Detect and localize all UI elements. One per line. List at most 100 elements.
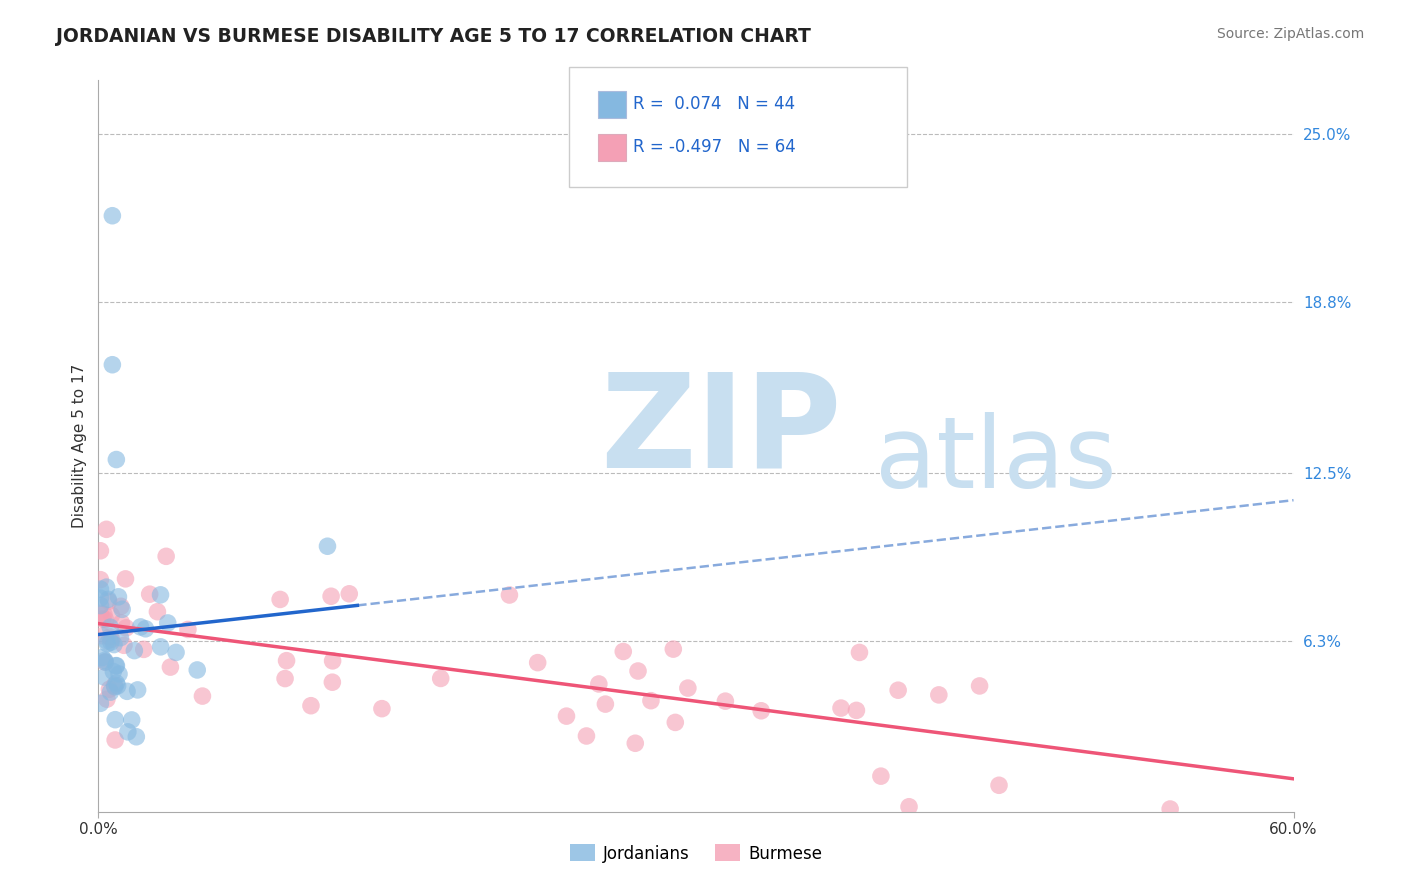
- Point: [125, 730, 148, 744]
- Point: [100, 635, 122, 649]
- Point: [117, 725, 139, 739]
- Point: [676, 681, 699, 695]
- Point: [1159, 802, 1181, 816]
- Point: [276, 654, 298, 668]
- Text: Source: ZipAtlas.com: Source: ZipAtlas.com: [1216, 27, 1364, 41]
- Point: [191, 689, 214, 703]
- Point: [845, 703, 868, 717]
- Point: [269, 592, 291, 607]
- Point: [104, 713, 127, 727]
- Point: [94, 655, 117, 669]
- Point: [94, 655, 117, 669]
- Point: [104, 658, 127, 673]
- Point: [89, 573, 111, 587]
- Point: [93, 670, 115, 684]
- Point: [107, 590, 129, 604]
- Point: [887, 683, 910, 698]
- Point: [100, 632, 122, 647]
- Point: [115, 684, 138, 698]
- Point: [96, 692, 118, 706]
- Y-axis label: Disability Age 5 to 17: Disability Age 5 to 17: [72, 364, 87, 528]
- Point: [595, 697, 617, 711]
- Point: [89, 591, 111, 606]
- Point: [337, 587, 360, 601]
- Point: [316, 539, 339, 553]
- Point: [135, 622, 157, 636]
- Point: [107, 679, 129, 693]
- Point: [103, 665, 125, 679]
- Point: [98, 682, 121, 697]
- Point: [156, 615, 179, 630]
- Point: [870, 769, 893, 783]
- Point: [96, 634, 118, 648]
- Point: [91, 650, 114, 665]
- Point: [104, 680, 127, 694]
- Point: [110, 599, 132, 614]
- Point: [91, 612, 114, 626]
- Legend: Jordanians, Burmese: Jordanians, Burmese: [562, 838, 830, 869]
- Point: [498, 588, 520, 602]
- Point: [186, 663, 208, 677]
- Point: [969, 679, 991, 693]
- Point: [146, 605, 169, 619]
- Point: [105, 658, 128, 673]
- Point: [127, 682, 149, 697]
- Point: [830, 701, 852, 715]
- Point: [89, 599, 111, 613]
- Point: [664, 715, 686, 730]
- Point: [898, 799, 921, 814]
- Point: [93, 653, 115, 667]
- Text: ZIP: ZIP: [600, 368, 842, 495]
- Point: [111, 602, 134, 616]
- Point: [749, 704, 772, 718]
- Point: [104, 733, 127, 747]
- Point: [101, 358, 124, 372]
- Point: [100, 685, 122, 699]
- Point: [132, 642, 155, 657]
- Point: [101, 209, 124, 223]
- Point: [110, 631, 132, 645]
- Point: [299, 698, 322, 713]
- Point: [112, 638, 135, 652]
- Point: [322, 654, 344, 668]
- Text: R = -0.497   N = 64: R = -0.497 N = 64: [633, 138, 796, 156]
- Point: [274, 672, 297, 686]
- Point: [988, 778, 1011, 792]
- Text: R =  0.074   N = 44: R = 0.074 N = 44: [633, 95, 794, 113]
- Point: [165, 645, 187, 659]
- Point: [177, 623, 200, 637]
- Point: [321, 675, 343, 690]
- Point: [627, 664, 650, 678]
- Point: [114, 572, 136, 586]
- Point: [612, 644, 634, 658]
- Point: [848, 645, 870, 659]
- Point: [121, 713, 143, 727]
- Point: [91, 629, 114, 643]
- Point: [94, 613, 117, 627]
- Point: [103, 638, 125, 652]
- Point: [371, 701, 394, 715]
- Point: [928, 688, 950, 702]
- Point: [575, 729, 598, 743]
- Point: [714, 694, 737, 708]
- Text: atlas: atlas: [876, 412, 1116, 509]
- Point: [105, 676, 128, 690]
- Point: [149, 588, 172, 602]
- Point: [110, 615, 132, 630]
- Point: [588, 677, 610, 691]
- Point: [155, 549, 177, 564]
- Point: [662, 642, 685, 657]
- Point: [89, 607, 111, 621]
- Point: [429, 672, 451, 686]
- Point: [526, 656, 548, 670]
- Point: [96, 522, 118, 536]
- Point: [89, 582, 111, 596]
- Point: [555, 709, 578, 723]
- Point: [89, 543, 111, 558]
- Point: [149, 640, 172, 654]
- Point: [108, 667, 131, 681]
- Point: [98, 630, 121, 644]
- Point: [624, 736, 647, 750]
- Point: [98, 620, 121, 634]
- Point: [129, 620, 152, 634]
